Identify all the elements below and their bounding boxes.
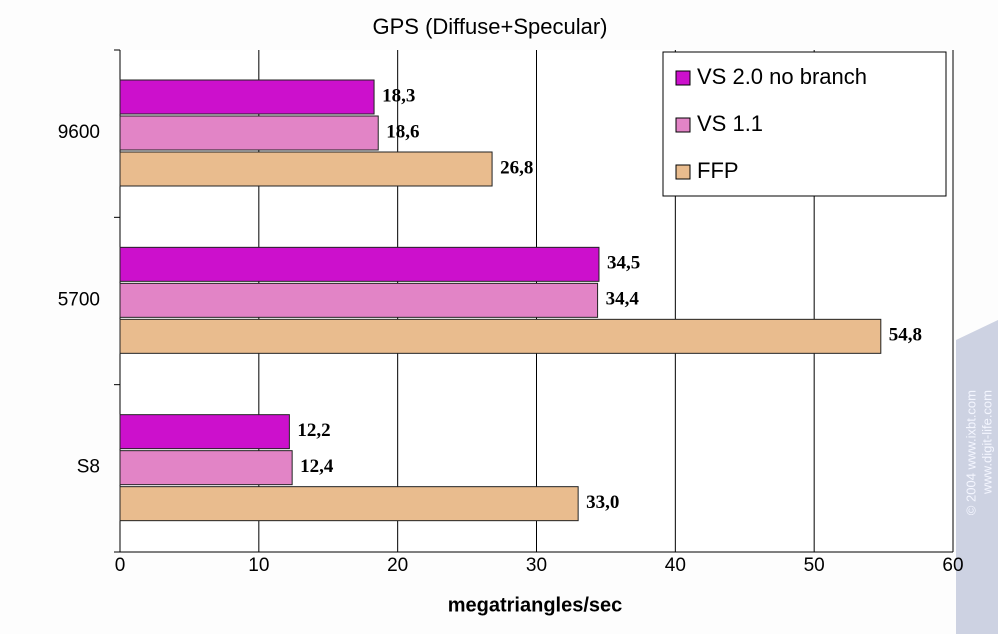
legend-swatch <box>675 117 691 133</box>
value-label: 33,0 <box>586 492 619 513</box>
bar <box>119 450 293 486</box>
watermark-text: © 2004 www.ixbt.com <box>963 390 978 515</box>
legend-label: VS 1.1 <box>697 111 763 136</box>
watermark-text: www.digit-life.com <box>979 390 994 495</box>
bar <box>119 115 379 151</box>
x-tick-label: 50 <box>804 555 825 576</box>
legend-label: FFP <box>697 158 739 183</box>
x-tick-label: 40 <box>665 555 686 576</box>
value-label: 54,8 <box>889 325 922 346</box>
y-tick-label: 9600 <box>58 122 100 143</box>
watermark: © 2004 www.ixbt.com www.digit-life.com <box>963 390 994 515</box>
value-label: 12,4 <box>300 456 334 477</box>
x-tick-label: 60 <box>942 555 963 576</box>
bar <box>119 414 290 450</box>
value-label: 34,4 <box>606 289 640 310</box>
chart-title: GPS (Diffuse+Specular) <box>373 14 608 39</box>
x-axis-label: megatriangles/sec <box>448 594 623 616</box>
value-label: 18,3 <box>382 85 415 106</box>
value-label: 18,6 <box>386 121 419 142</box>
y-tick-label: 5700 <box>58 289 100 310</box>
x-tick-label: 10 <box>248 555 269 576</box>
bar <box>119 282 599 318</box>
legend-swatch <box>675 70 691 86</box>
x-tick-label: 0 <box>115 555 126 576</box>
value-label: 26,8 <box>500 157 533 178</box>
legend-swatch <box>675 164 691 180</box>
legend-label: VS 2.0 no branch <box>697 64 867 89</box>
legend <box>662 51 947 197</box>
value-label: 34,5 <box>607 253 640 274</box>
x-tick-label: 20 <box>387 555 408 576</box>
x-tick-label: 30 <box>526 555 547 576</box>
bar <box>119 318 882 354</box>
bar <box>119 246 600 282</box>
bar <box>119 486 579 522</box>
watermark-strip <box>956 320 998 634</box>
bar <box>119 151 493 187</box>
y-tick-label: S8 <box>77 457 100 478</box>
value-label: 12,2 <box>297 420 330 441</box>
bar <box>119 79 375 115</box>
